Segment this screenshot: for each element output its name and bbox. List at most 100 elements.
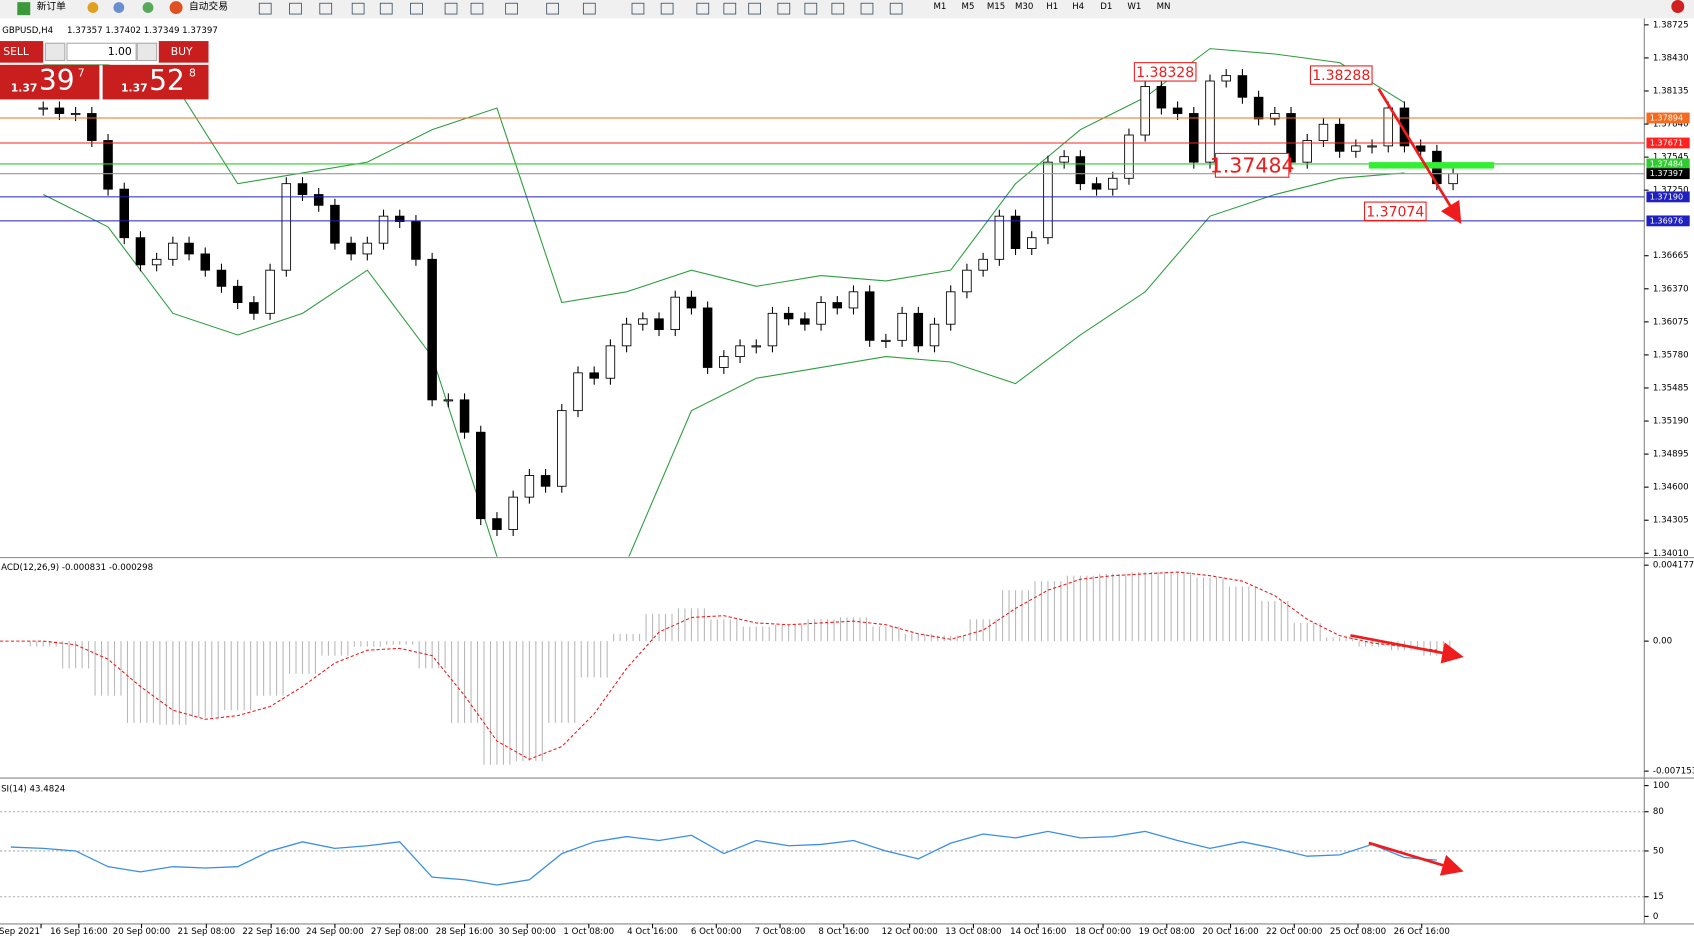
tool-icon[interactable]: [831, 2, 845, 15]
timeframe-button[interactable]: MN: [1157, 2, 1171, 12]
annotation-box: [1133, 62, 1197, 82]
candle: [1367, 145, 1377, 148]
candle: [281, 183, 292, 271]
timeframe-button[interactable]: M5: [962, 2, 975, 12]
candle: [589, 372, 599, 379]
candle: [1091, 183, 1102, 190]
tool-icon[interactable]: [582, 2, 596, 15]
buy-button[interactable]: [158, 41, 209, 63]
time-label: 4 Oct 16:00: [627, 927, 678, 937]
candle: [1205, 80, 1215, 163]
candle: [1156, 86, 1167, 109]
candle: [929, 323, 940, 347]
rsi-axis-label: 80: [1653, 807, 1664, 817]
timeframe-button[interactable]: W1: [1127, 2, 1141, 12]
auto-trading-button[interactable]: 自动交易: [189, 0, 228, 12]
arrow: [1368, 841, 1464, 876]
lot-up[interactable]: [136, 42, 158, 62]
level-label: 1.36976: [1650, 215, 1683, 225]
ohlc: 1.37357 1.37402 1.37349 1.37397: [67, 26, 218, 36]
toolbar-icon[interactable]: [113, 2, 125, 13]
buy-label: BUY: [171, 45, 193, 58]
toolbar-icon[interactable]: [87, 2, 99, 13]
timeframe-button[interactable]: M30: [1015, 2, 1033, 12]
sell-button[interactable]: [0, 41, 44, 63]
candle: [476, 431, 486, 520]
tool-icon[interactable]: [660, 2, 674, 15]
candle: [265, 269, 275, 314]
new-order-icon[interactable]: [17, 2, 31, 16]
rsi-line: [10, 830, 1437, 886]
tool-icon[interactable]: [804, 2, 818, 15]
lot-value: 1.00: [108, 45, 132, 58]
new-order-button[interactable]: 新订单: [37, 0, 66, 12]
notification-icon[interactable]: [1671, 0, 1685, 13]
tool-icon[interactable]: [748, 2, 762, 15]
tool-icon[interactable]: [470, 2, 484, 15]
tool-icon[interactable]: [319, 2, 333, 15]
tool-icon[interactable]: [351, 2, 365, 15]
tool-icon[interactable]: [379, 2, 393, 15]
candle: [670, 296, 680, 331]
lot-down[interactable]: [44, 42, 66, 62]
price-label: 1.34600: [1653, 483, 1689, 493]
tool-icon[interactable]: [258, 2, 272, 15]
tool-icon[interactable]: [546, 2, 559, 15]
auto-trading-icon[interactable]: [169, 1, 183, 15]
tool-icon[interactable]: [777, 2, 791, 15]
candle: [1172, 107, 1183, 114]
tool-icon[interactable]: [289, 2, 302, 15]
tool-icon[interactable]: [631, 2, 645, 15]
time-label: 20 Sep 00:00: [113, 927, 171, 937]
candle: [1124, 134, 1134, 179]
price-label: 1.36075: [1653, 317, 1689, 327]
rsi-axis-label: 0: [1653, 912, 1658, 922]
timeframe-button[interactable]: H4: [1072, 2, 1084, 12]
level-label-box: [1646, 215, 1690, 227]
candle: [621, 323, 632, 347]
ask-pips: 52: [149, 64, 185, 97]
tool-icon[interactable]: [860, 2, 874, 15]
time-label: 26 Oct 16:00: [1394, 927, 1450, 937]
candle: [119, 188, 129, 239]
tool-icon[interactable]: [444, 2, 458, 15]
candle: [200, 253, 211, 271]
price-label: 1.36370: [1653, 284, 1689, 294]
lot-input[interactable]: [66, 42, 137, 62]
candle: [686, 296, 697, 309]
time-label: 8 Oct 16:00: [818, 927, 869, 937]
tool-icon[interactable]: [696, 2, 710, 15]
candle: [800, 318, 810, 325]
tool-icon[interactable]: [410, 2, 423, 15]
price-label: 1.35190: [1653, 417, 1689, 427]
price-label: 1.34305: [1653, 516, 1689, 526]
chart-area: [0, 18, 1694, 938]
candle: [362, 242, 373, 255]
tool-icon[interactable]: [723, 2, 737, 15]
time-label: 18 Oct 00:00: [1075, 927, 1131, 937]
time-label: 20 Oct 16:00: [1202, 927, 1258, 937]
tool-icon[interactable]: [889, 2, 903, 15]
annotation: 1.37484: [1210, 153, 1295, 177]
ask-box[interactable]: [102, 64, 209, 100]
macd-axis-label: 0.004177: [1653, 561, 1694, 571]
timeframe-button[interactable]: H1: [1046, 2, 1058, 12]
candle: [54, 107, 65, 114]
timeframe-button[interactable]: D1: [1100, 2, 1112, 12]
candle: [1318, 123, 1329, 141]
timeframe-button[interactable]: M15: [987, 2, 1005, 12]
time-label: 22 Oct 00:00: [1266, 927, 1322, 937]
annotation: 1.37074: [1366, 204, 1424, 220]
time-label: 14 Oct 16:00: [1010, 927, 1066, 937]
price-label: 1.38135: [1653, 86, 1689, 96]
bid-box[interactable]: [0, 64, 100, 100]
time-label: 6 Oct 00:00: [691, 927, 742, 937]
tool-icon[interactable]: [505, 2, 518, 15]
toolbar-icon[interactable]: [142, 2, 154, 13]
candle: [38, 107, 48, 110]
time-label: 1 Oct 08:00: [563, 927, 614, 937]
price-label: 1.38430: [1653, 53, 1689, 63]
timeframe-button[interactable]: M1: [933, 2, 946, 12]
candle: [1302, 140, 1312, 163]
candle: [735, 345, 745, 358]
